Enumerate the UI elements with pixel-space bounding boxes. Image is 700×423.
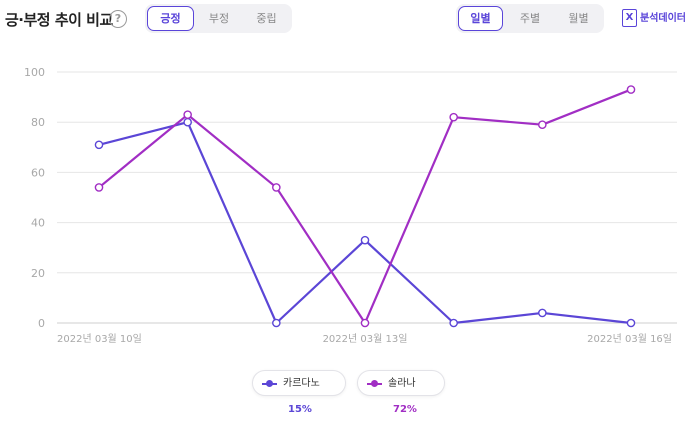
data-point-1-0 <box>94 183 104 192</box>
data-point-1-1 <box>183 110 192 119</box>
x-tick-label: 2022년 03월 13일 <box>323 333 408 345</box>
excel-icon: X <box>622 9 637 27</box>
x-tick-label: 2022년 03월 16일 <box>587 333 672 345</box>
x-axis-ticks: 2022년 03월 10일 2022년 03월 13일 2022년 03월 16일 <box>57 333 672 345</box>
data-point-0-1 <box>183 117 192 127</box>
data-point-0-0 <box>94 140 104 150</box>
legend-label: 솔라나 <box>388 378 416 389</box>
data-point-0-4 <box>449 318 458 328</box>
data-point-1-5 <box>538 120 547 130</box>
tab-positive[interactable]: 긍정 <box>147 6 194 31</box>
chart-title: 긍·부정 추이 비교 <box>5 11 113 29</box>
tab-neutral[interactable]: 중립 <box>256 12 277 25</box>
x-tick-label: 2022년 03월 10일 <box>57 333 142 345</box>
y-tick-label: 100 <box>24 66 45 79</box>
data-point-0-6 <box>626 318 636 328</box>
series-lines <box>98 88 632 325</box>
y-tick-label: 0 <box>38 317 45 330</box>
grid-lines <box>57 71 677 324</box>
legend-item-solana[interactable]: 솔라나 72% <box>357 370 445 415</box>
legend-share: 72% <box>393 404 417 415</box>
chart-header: 긍·부정 추이 비교 ? 긍정 부정 중립 일별 주별 월별 X 분석데이터 <box>0 0 700 40</box>
data-point-0-2 <box>272 318 281 328</box>
export-label: 분석데이터 <box>640 13 686 24</box>
tab-monthly[interactable]: 월별 <box>568 12 589 25</box>
export-data-button[interactable]: X 분석데이터 <box>622 9 686 29</box>
y-tick-label: 40 <box>31 217 45 230</box>
period-toggle: 일별 주별 월별 <box>456 4 604 33</box>
data-point-1-4 <box>449 112 458 122</box>
tab-daily[interactable]: 일별 <box>458 6 503 31</box>
tab-weekly[interactable]: 주별 <box>519 12 541 25</box>
tab-negative[interactable]: 부정 <box>208 12 230 25</box>
sentiment-toggle: 긍정 부정 중립 <box>145 4 292 33</box>
legend-item-cardano[interactable]: 카르다노 15% <box>252 370 346 415</box>
y-tick-label: 60 <box>31 166 45 179</box>
help-icon[interactable]: ? <box>109 10 127 28</box>
data-point-1-2 <box>272 183 281 192</box>
legend-swatch-dot <box>266 380 273 387</box>
y-axis-ticks: 0 20 40 60 80 100 <box>24 66 45 330</box>
data-point-0-3 <box>360 235 370 245</box>
data-point-1-3 <box>360 318 370 328</box>
y-tick-label: 20 <box>31 267 45 280</box>
legend-share: 15% <box>288 404 312 415</box>
data-point-0-5 <box>538 308 547 318</box>
data-point-1-6 <box>626 85 636 94</box>
legend: 카르다노 15% 솔라나 72% <box>0 370 700 415</box>
y-tick-label: 80 <box>31 116 45 129</box>
legend-swatch-dot <box>371 380 378 387</box>
legend-label: 카르다노 <box>283 378 320 389</box>
series-points <box>94 85 636 328</box>
